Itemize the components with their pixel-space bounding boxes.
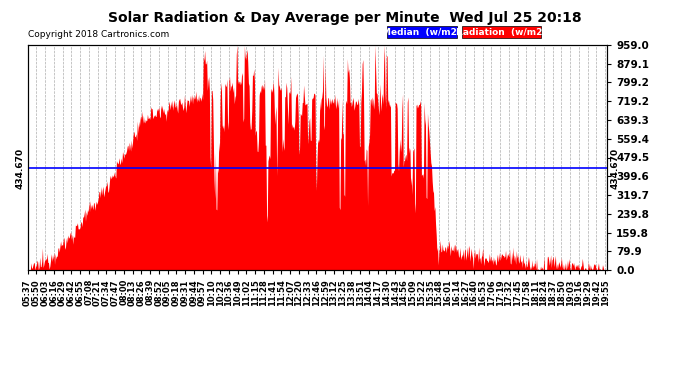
Text: Copyright 2018 Cartronics.com: Copyright 2018 Cartronics.com [28, 30, 169, 39]
Text: Median  (w/m2): Median (w/m2) [382, 28, 461, 37]
Text: Solar Radiation & Day Average per Minute  Wed Jul 25 20:18: Solar Radiation & Day Average per Minute… [108, 11, 582, 25]
Text: 434.670: 434.670 [610, 147, 619, 189]
FancyBboxPatch shape [462, 26, 540, 38]
FancyBboxPatch shape [387, 26, 457, 38]
Text: Radiation  (w/m2): Radiation (w/m2) [456, 28, 546, 37]
Text: 434.670: 434.670 [16, 147, 25, 189]
